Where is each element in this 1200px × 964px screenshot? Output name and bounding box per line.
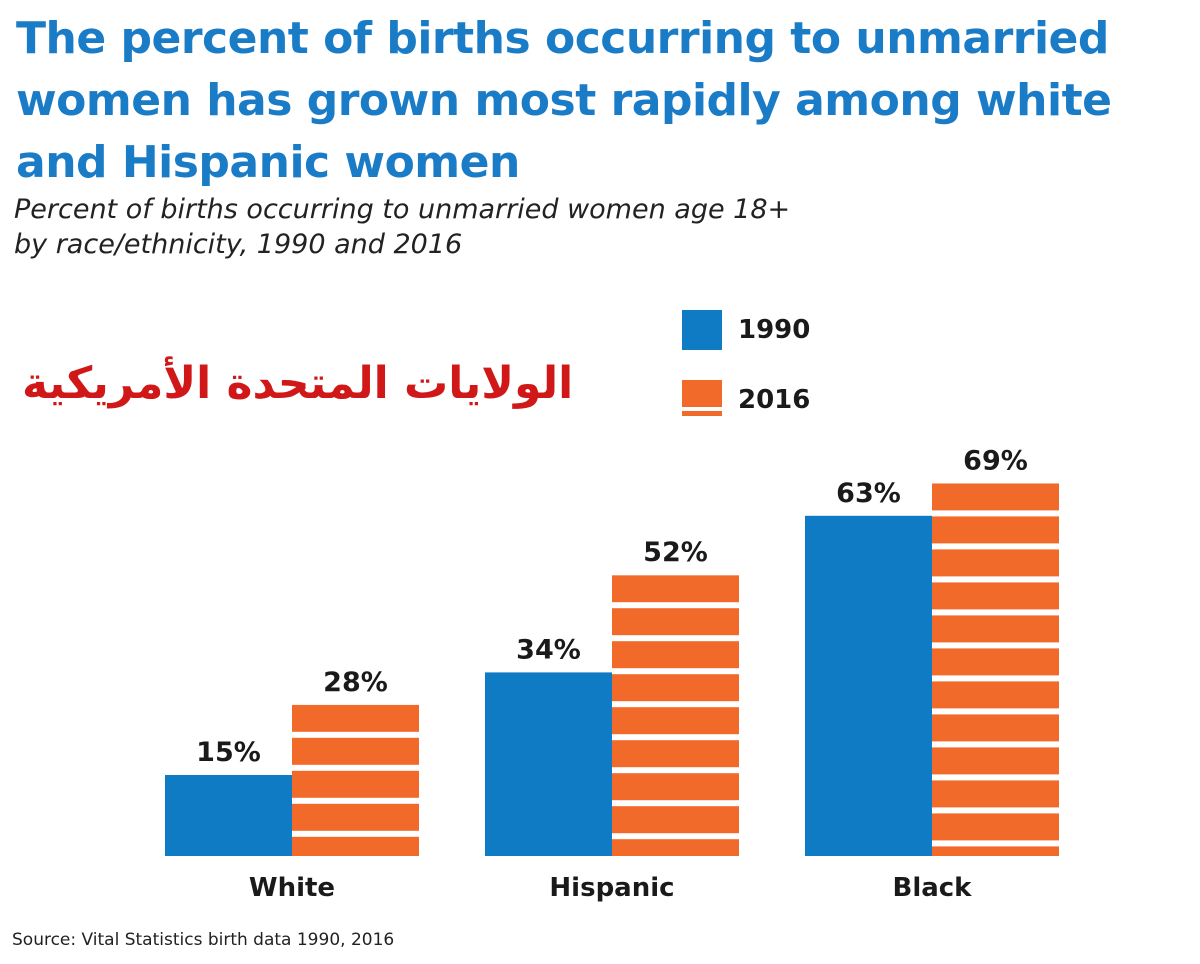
bar-black-1990: [805, 515, 932, 856]
value-label-hispanic-2016: 52%: [643, 537, 708, 568]
category-labels-group: White Hispanic Black: [249, 873, 972, 903]
arabic-watermark: الولايات المتحدة الأمريكية: [22, 358, 574, 409]
subtitle-line-1: Percent of births occurring to unmarried…: [14, 194, 791, 225]
bar-white-2016: [292, 704, 419, 856]
value-label-black-2016: 69%: [963, 445, 1028, 476]
legend-label-1990: 1990: [738, 315, 811, 345]
bars-group: [165, 483, 1059, 856]
legend-item-2016: 2016: [682, 380, 810, 420]
value-label-hispanic-1990: 34%: [516, 634, 581, 665]
bar-hispanic-2016: [612, 575, 739, 856]
value-label-white-2016: 28%: [323, 667, 388, 698]
category-label-black: Black: [893, 873, 973, 903]
value-label-black-1990: 63%: [836, 478, 901, 509]
legend-item-1990: 1990: [682, 310, 810, 350]
legend-swatch-1990: [682, 310, 722, 350]
category-label-hispanic: Hispanic: [549, 873, 674, 903]
chart-subtitle: Percent of births occurring to unmarried…: [14, 192, 914, 262]
legend-label-2016: 2016: [738, 385, 811, 415]
source-note: Source: Vital Statistics birth data 1990…: [12, 930, 395, 950]
bar-black-2016: [932, 483, 1059, 856]
bar-hispanic-1990: [485, 672, 612, 856]
category-label-white: White: [249, 873, 335, 903]
subtitle-line-2: by race/ethnicity, 1990 and 2016: [14, 229, 463, 260]
value-label-white-1990: 15%: [196, 737, 261, 768]
chart-title: The percent of births occurring to unmar…: [16, 13, 1112, 188]
legend-swatch-2016: [682, 380, 722, 420]
value-labels-group: 15% 28% 34% 52% 63% 69%: [196, 445, 1028, 768]
bar-white-1990: [165, 775, 292, 856]
